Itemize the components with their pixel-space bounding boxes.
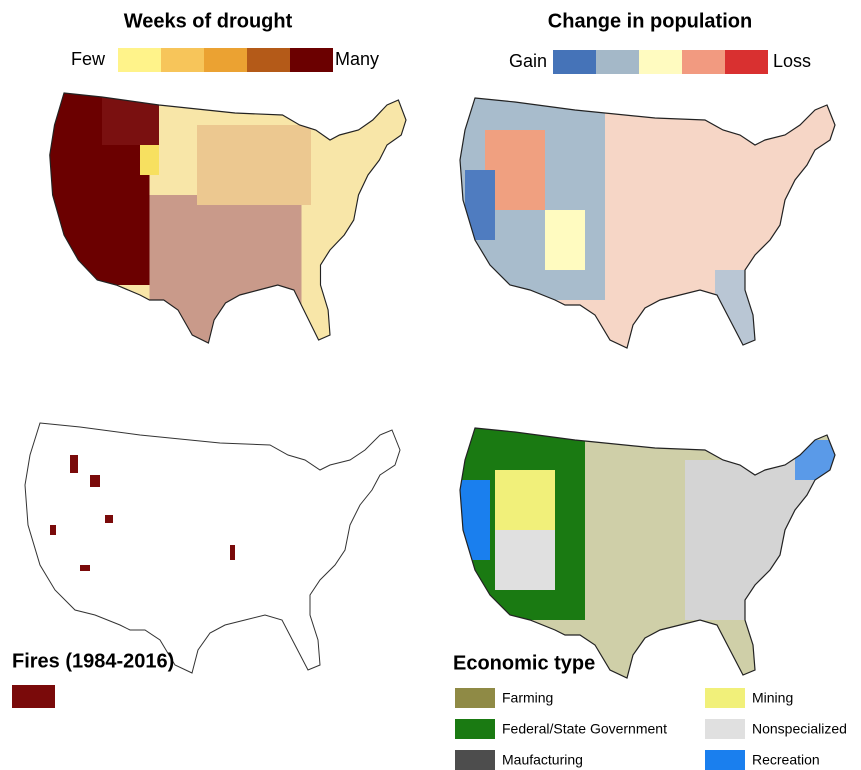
legend-low: Few [71,49,106,69]
legend-label: Recreation [752,752,820,768]
economic-title: Economic type [453,652,595,674]
legend-label: Maufacturing [502,752,583,768]
fires-map [25,423,400,673]
legend-label: Federal/State Government [502,721,667,737]
legend-label: Farming [502,690,553,706]
legend-swatch [455,750,495,770]
legend-swatch [455,688,495,708]
legend-high: Many [335,49,379,69]
legend-swatch [290,48,333,72]
legend-swatch [118,48,161,72]
legend-high: Loss [773,51,811,71]
legend-low: Gain [509,51,547,71]
legend-swatch [247,48,290,72]
legend-label: Mining [752,690,793,706]
population-map [455,90,835,350]
legend-swatch [455,719,495,739]
fires-title: Fires (1984-2016) [12,650,174,672]
drought-map [45,85,406,345]
legend-swatch [705,719,745,739]
legend-label: Nonspecialized [752,721,847,737]
drought-title: Weeks of drought [124,10,293,32]
legend-swatch [682,50,725,74]
population-title: Change in population [548,10,752,32]
figure: Weeks of drought Few Many Change in popu… [0,0,861,770]
legend-swatch [204,48,247,72]
legend-swatch [161,48,204,72]
economic-map [455,420,835,678]
legend-swatch [553,50,596,74]
legend-swatch [596,50,639,74]
legend-swatch [705,688,745,708]
legend-swatch [12,685,55,708]
legend-swatch [705,750,745,770]
legend-swatch [639,50,682,74]
legend-swatch [725,50,768,74]
